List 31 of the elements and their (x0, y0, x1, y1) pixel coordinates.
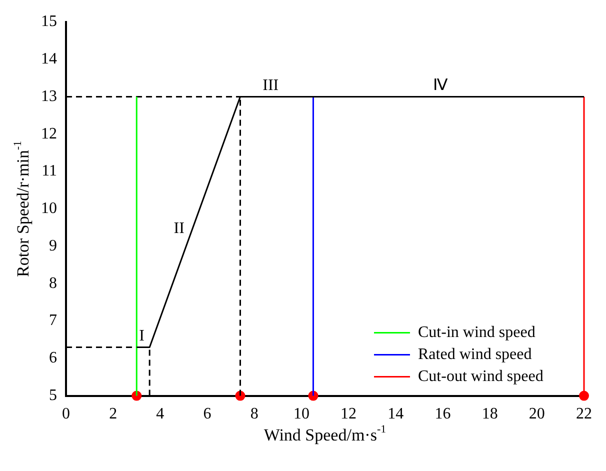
x-tick-label: 14 (388, 406, 404, 423)
x-tick-label: 12 (340, 406, 357, 423)
x-tick-label: 20 (528, 406, 545, 423)
y-tick-label: 13 (41, 88, 57, 105)
x-tick-label: 2 (109, 406, 118, 423)
x-tick-label: 10 (293, 406, 310, 423)
legend-label: Rated wind speed (418, 346, 532, 364)
y-tick-label: 5 (49, 387, 57, 404)
x-tick-label: 6 (203, 406, 212, 423)
y-tick-label: 11 (42, 162, 57, 180)
y-tick-label: 15 (41, 13, 57, 30)
x-tick-label: 22 (576, 406, 592, 423)
y-tick-label: 6 (49, 350, 57, 367)
annotation: I (139, 327, 144, 344)
x-tick-label: 16 (434, 406, 451, 423)
x-tick-label: 8 (250, 406, 258, 423)
y-axis-title: Rotor Speed/r·min-1 (12, 140, 32, 278)
y-tick-label: 14 (41, 50, 57, 68)
x-tick-label: 0 (62, 406, 70, 423)
legend-label: Cut-in wind speed (418, 324, 536, 342)
y-tick-label: 9 (49, 237, 57, 254)
x-tick-label: 18 (482, 406, 498, 423)
annotation: Ⅳ (433, 76, 448, 94)
annotation: II (174, 220, 184, 238)
y-tick-label: 7 (49, 312, 57, 330)
y-tick-label: 8 (49, 274, 57, 292)
y-tick-label: 10 (41, 200, 57, 218)
legend-label: Cut-out wind speed (418, 368, 544, 386)
y-tick-label: 12 (41, 125, 57, 142)
annotation: III (262, 76, 279, 94)
x-tick-label: 4 (156, 406, 164, 423)
